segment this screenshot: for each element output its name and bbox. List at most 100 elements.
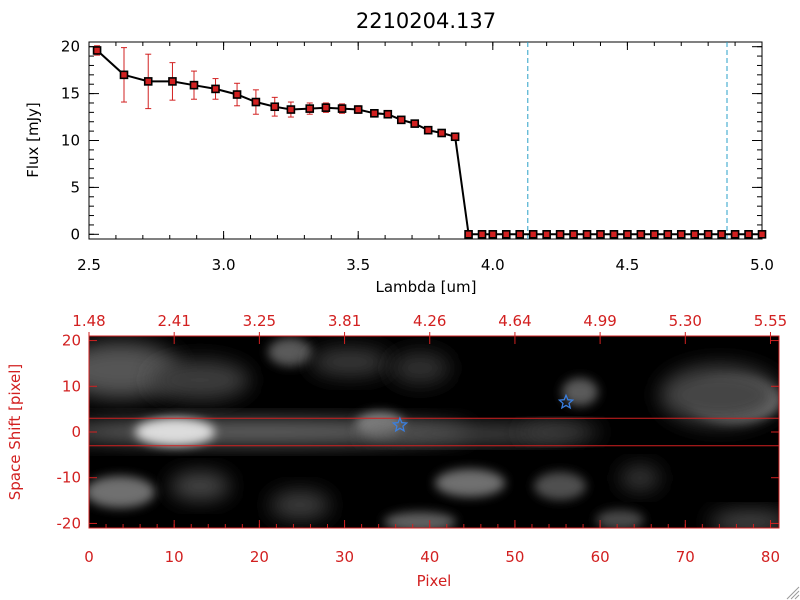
- image-top-tick-label: 4.99: [583, 312, 616, 330]
- image-blob: [310, 348, 390, 376]
- spectrum-ticks: 2.5 3.0 3.5 4.0 4.5 5.0 0 5 10 15 20: [61, 38, 774, 274]
- image-xtick-label: 50: [505, 548, 524, 566]
- image-xtick-label: 20: [250, 548, 269, 566]
- image-xtick-label: 10: [165, 548, 184, 566]
- spectrum-point: [232, 90, 242, 99]
- image-blob: [270, 491, 330, 519]
- image-blob: [135, 418, 215, 446]
- resize-grip-icon[interactable]: [786, 586, 800, 600]
- spectrum-point: [437, 128, 446, 138]
- image-ylabel: Space Shift [pixel]: [6, 364, 24, 501]
- spectrum-point: [703, 230, 713, 239]
- spectrum-point: [477, 230, 487, 239]
- image-markers: [391, 393, 575, 433]
- spectrum-point: [286, 105, 296, 114]
- image-blob: [520, 424, 600, 440]
- image-blob: [596, 510, 644, 528]
- spectrum-point: [251, 97, 261, 107]
- spectrum-point: [189, 80, 199, 90]
- extraction-lines: [89, 417, 779, 447]
- spectrum-point: [423, 125, 433, 135]
- spectrum-point: [609, 230, 619, 239]
- chart-title: 2210204.137: [356, 9, 496, 33]
- spectrum-panel: 2.5 3.0 3.5 4.0 4.5 5.0 0 5 10 15 20 Lambda [um] F…: [24, 38, 774, 296]
- image-ticks: 0 10 20 30 40 50 60 70 80 -20 -10 0 10 20 1.48 2.41 3.25…: [57, 312, 788, 566]
- spectrum-point: [488, 230, 498, 239]
- spectrum-xtick-label: 2.5: [77, 256, 101, 274]
- spectrum-vlines: [468, 42, 762, 239]
- spectrum-line: [96, 49, 762, 236]
- spectrum-point: [717, 230, 726, 239]
- spectrum-point: [450, 132, 460, 142]
- spectrum-series: [92, 45, 767, 239]
- star-marker-icon: [557, 393, 575, 410]
- spectrum-xtick-label: 4.0: [481, 256, 505, 274]
- spectrum-xlabel: Lambda [um]: [376, 278, 477, 296]
- spectrum-point: [92, 46, 102, 55]
- image-xtick-label: 70: [676, 548, 695, 566]
- image-ytick-label: -20: [57, 514, 82, 532]
- spectrum-point: [321, 103, 331, 112]
- spectrum-point: [663, 230, 673, 239]
- spectrum-point: [569, 230, 578, 239]
- image-top-tick-label: 3.25: [243, 312, 276, 330]
- spectrum-point: [211, 84, 220, 94]
- image-xtick-label: 0: [84, 548, 94, 566]
- spectrum-point: [690, 230, 700, 239]
- spectrum-point: [582, 230, 592, 239]
- spectrum-ylabel: Flux [mJy]: [24, 102, 42, 178]
- spectrum-xtick-label: 3.0: [212, 256, 236, 274]
- spectrum-point: [596, 230, 605, 239]
- image-blob: [150, 360, 250, 400]
- spectrum-ytick-label: 20: [61, 38, 80, 56]
- spectrum-point: [396, 115, 406, 125]
- spectrum-point: [528, 230, 538, 239]
- spectrum-point: [744, 230, 753, 239]
- image-top-tick-label: 5.55: [754, 312, 787, 330]
- image-top-tick-label: 5.30: [669, 312, 702, 330]
- image-xtick-label: 40: [420, 548, 439, 566]
- spectrum-point: [676, 230, 686, 239]
- spectrum-image-panel: 0 10 20 30 40 50 60 70 80 -20 -10 0 10 20 1.48 2.41 3.25…: [6, 312, 788, 590]
- spectrum-point: [464, 230, 473, 239]
- image-top-tick-label: 4.26: [413, 312, 446, 330]
- spectrum-point: [542, 230, 551, 239]
- spectrum-point: [119, 70, 129, 80]
- spectrum-ytick-label: 0: [70, 225, 80, 243]
- spectrum-point: [143, 77, 153, 86]
- spectrum-point: [353, 105, 363, 114]
- spectrum-point: [305, 104, 315, 113]
- image-blob: [384, 512, 456, 528]
- image-xlabel: Pixel: [417, 572, 452, 590]
- image-xtick-label: 60: [591, 548, 610, 566]
- spectrum-xtick-label: 5.0: [750, 256, 774, 274]
- image-blob: [435, 469, 505, 497]
- image-top-tick-label: 3.81: [328, 312, 361, 330]
- spectrum-ytick-label: 10: [61, 132, 80, 150]
- spectrum-point: [270, 102, 280, 112]
- spectrum-ytick-label: 15: [61, 85, 80, 103]
- spectrum-point: [501, 230, 511, 239]
- image-xtick-label: 30: [335, 548, 354, 566]
- spectrum-point: [337, 104, 347, 113]
- image-blob: [710, 512, 779, 528]
- image-ytick-label: 20: [62, 332, 81, 350]
- spectrum-point: [636, 230, 646, 239]
- spectrum-point: [730, 230, 740, 239]
- spectrum-ytick-label: 5: [70, 178, 80, 196]
- image-ytick-label: 10: [62, 377, 81, 395]
- spectrum-point: [370, 108, 379, 118]
- spectrum-point: [623, 230, 632, 239]
- image-blob: [268, 338, 312, 366]
- star-marker-icon: [391, 416, 409, 433]
- spectrum-point: [650, 230, 659, 239]
- image-blob: [89, 476, 155, 508]
- image-blob: [620, 466, 660, 490]
- spectrum-point: [410, 119, 420, 128]
- image-top-tick-label: 4.64: [498, 312, 531, 330]
- image-blob: [660, 365, 779, 425]
- spectrum-xtick-label: 4.5: [615, 256, 639, 274]
- spectrum-xtick-label: 3.5: [346, 256, 370, 274]
- spectrum-point: [515, 230, 525, 239]
